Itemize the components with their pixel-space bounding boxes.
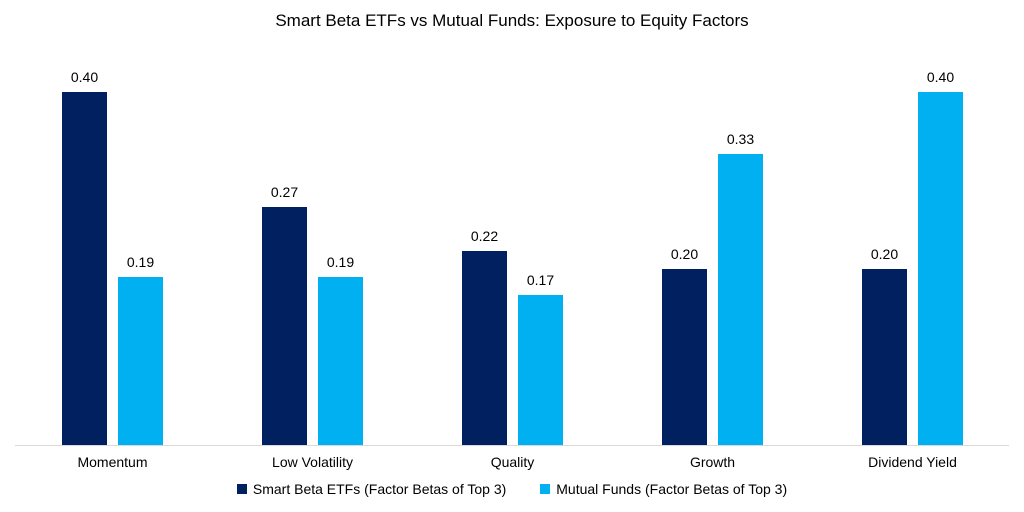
bar-smart-beta-etfs-dividend-yield (862, 269, 907, 445)
bar-smart-beta-etfs-momentum (62, 92, 107, 445)
x-axis-label-low-volatility: Low Volatility (272, 454, 353, 470)
bar-mutual-funds-momentum (118, 277, 163, 445)
x-axis-label-dividend-yield: Dividend Yield (868, 454, 957, 470)
bar-value-label: 0.19 (326, 254, 355, 270)
legend-swatch-icon (236, 484, 247, 494)
legend-label: Mutual Funds (Factor Betas of Top 3) (556, 481, 788, 497)
bar-value-label: 0.19 (126, 254, 155, 270)
legend-item-smart-beta-etfs: Smart Beta ETFs (Factor Betas of Top 3) (236, 481, 507, 497)
bar-mutual-funds-growth (718, 154, 763, 445)
bar-value-label: 0.20 (870, 246, 899, 262)
legend-item-mutual-funds: Mutual Funds (Factor Betas of Top 3) (540, 481, 787, 497)
bar-value-label: 0.40 (70, 69, 99, 85)
legend: Smart Beta ETFs (Factor Betas of Top 3) M… (0, 481, 1024, 497)
x-axis-line (15, 445, 1009, 446)
bar-mutual-funds-low-volatility (318, 277, 363, 445)
bar-smart-beta-etfs-low-volatility (262, 207, 307, 445)
bar-value-label: 0.20 (670, 246, 699, 262)
bar-mutual-funds-quality (518, 295, 563, 445)
x-axis-label-momentum: Momentum (77, 454, 148, 470)
bar-value-label: 0.17 (526, 272, 555, 288)
bar-value-label: 0.22 (470, 228, 499, 244)
legend-swatch-icon (540, 484, 551, 494)
chart-title: Smart Beta ETFs vs Mutual Funds: Exposur… (275, 11, 749, 30)
bar-mutual-funds-dividend-yield (918, 92, 963, 445)
bar-value-label: 0.27 (270, 184, 299, 200)
x-axis-label-quality: Quality (490, 454, 535, 470)
legend-label: Smart Beta ETFs (Factor Betas of Top 3) (252, 481, 507, 497)
x-axis-label-growth: Growth (689, 454, 736, 470)
bar-value-label: 0.33 (726, 131, 755, 147)
bar-smart-beta-etfs-growth (662, 269, 707, 445)
bar-value-label: 0.40 (926, 69, 955, 85)
bar-smart-beta-etfs-quality (462, 251, 507, 445)
